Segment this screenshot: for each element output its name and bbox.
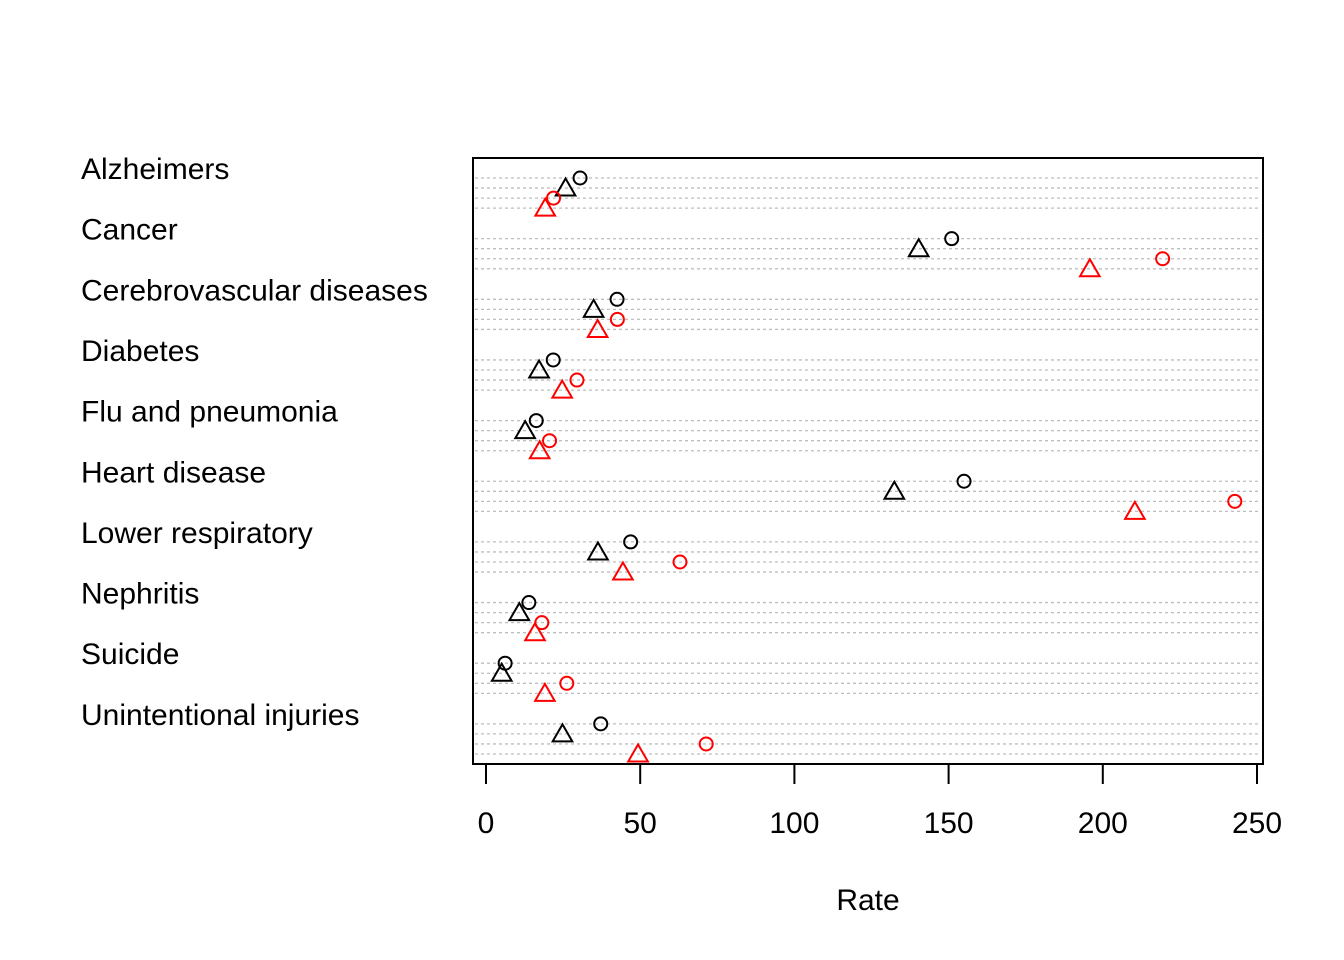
red-circle-point-suicide [559, 675, 575, 691]
red-circle-point-diabetes [569, 372, 585, 388]
black-circle-point-heart-disease [956, 473, 972, 489]
black-triangle-point-cancer [907, 237, 931, 258]
black-circle-point-alzheimers [572, 170, 588, 186]
red-triangle-point-cerebrovascular-diseases [586, 317, 610, 338]
red-triangle-point-nephritis [523, 621, 547, 642]
black-triangle-point-diabetes [527, 358, 551, 379]
black-triangle-point-cerebrovascular-diseases [582, 297, 606, 318]
category-label-cancer: Cancer [81, 214, 178, 247]
black-triangle-point-alzheimers [554, 176, 578, 197]
category-labels: Alzheimers Cancer Cerebrovascular diseases… [81, 153, 428, 732]
red-circle-point-flu-and-pneumonia [542, 433, 558, 449]
black-triangle-point-lower-respiratory [586, 540, 610, 561]
category-label-flu-and-pneumonia: Flu and pneumonia [81, 396, 338, 429]
category-label-alzheimers: Alzheimers [81, 153, 229, 186]
x-tick-label: 0 [478, 807, 495, 840]
plot-frame [472, 157, 1264, 765]
red-triangle-point-cancer [1078, 257, 1102, 278]
black-triangle-point-suicide [490, 661, 514, 682]
red-triangle-point-alzheimers [533, 196, 557, 217]
x-axis: 0 50 100 150 200 250 [478, 764, 1282, 840]
red-circle-point-cerebrovascular-diseases [609, 311, 625, 327]
red-circle-point-heart-disease [1227, 493, 1243, 509]
red-triangle-point-diabetes [550, 378, 574, 399]
x-tick-label: 50 [624, 807, 657, 840]
black-triangle-point-unintentional-injuries [550, 722, 575, 743]
category-label-diabetes: Diabetes [81, 335, 199, 368]
black-circle-point-nephritis [521, 595, 537, 611]
category-label-cerebrovascular-diseases: Cerebrovascular diseases [81, 274, 428, 307]
black-triangle-point-flu-and-pneumonia [513, 419, 537, 440]
black-circle-point-unintentional-injuries [593, 716, 609, 732]
black-circle-point-diabetes [545, 352, 561, 368]
red-circle-point-cancer [1155, 251, 1171, 267]
category-label-suicide: Suicide [81, 638, 179, 671]
black-triangle-point-nephritis [507, 601, 531, 622]
red-triangle-point-flu-and-pneumonia [528, 439, 552, 460]
black-triangle-point-heart-disease [882, 479, 906, 500]
x-axis-label: Rate [836, 884, 899, 917]
red-triangle-point-heart-disease [1123, 499, 1147, 520]
red-circle-point-unintentional-injuries [698, 736, 714, 752]
x-tick-label: 200 [1078, 807, 1128, 840]
black-circle-point-cerebrovascular-diseases [609, 291, 625, 307]
black-circle-point-cancer [944, 231, 960, 247]
category-label-lower-respiratory: Lower respiratory [81, 517, 313, 550]
x-tick-label: 100 [769, 807, 819, 840]
red-triangle-point-unintentional-injuries [626, 742, 650, 763]
data-points [490, 170, 1243, 763]
black-circle-point-lower-respiratory [623, 534, 639, 550]
category-label-unintentional-injuries: Unintentional injuries [81, 699, 360, 732]
red-circle-point-alzheimers [546, 190, 562, 206]
red-triangle-point-lower-respiratory [611, 560, 635, 581]
x-tick-label: 150 [924, 807, 974, 840]
red-circle-point-lower-respiratory [672, 554, 688, 570]
black-circle-point-flu-and-pneumonia [528, 413, 544, 429]
x-tick-label: 250 [1232, 807, 1282, 840]
category-label-heart-disease: Heart disease [81, 456, 266, 489]
category-label-nephritis: Nephritis [81, 578, 199, 611]
grid-lines [475, 177, 1261, 755]
red-triangle-point-suicide [533, 681, 557, 702]
